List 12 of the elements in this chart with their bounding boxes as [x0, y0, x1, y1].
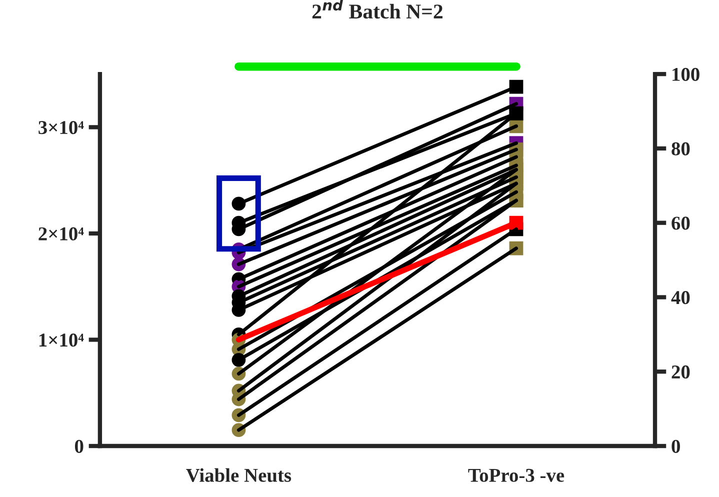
y-tick-label: 2×10⁴ [38, 227, 84, 240]
x-tick-label: Viable Neuts [186, 468, 292, 482]
y-tick-label: 0 [74, 440, 84, 453]
y2-tick-label: 60 [672, 216, 690, 230]
y2-tick-label: 20 [672, 365, 690, 379]
x-tick-label: ToPro-3 -ve [468, 468, 564, 482]
y2-tick-label: 40 [671, 291, 690, 304]
y2-tick-label: 100 [672, 68, 700, 81]
y2-tick-label: 0 [672, 440, 680, 453]
y-tick-label: 3×10⁴ [38, 121, 84, 134]
y-tick-label: 1×10⁴ [39, 334, 84, 347]
y2-tick-label: 80 [672, 142, 690, 156]
